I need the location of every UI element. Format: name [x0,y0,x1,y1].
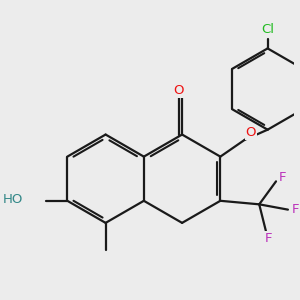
Text: HO: HO [3,194,23,206]
Text: F: F [264,232,272,245]
Text: F: F [292,203,300,216]
Text: Cl: Cl [261,23,274,36]
Text: O: O [173,84,184,97]
Text: O: O [246,126,256,139]
Text: F: F [279,171,286,184]
